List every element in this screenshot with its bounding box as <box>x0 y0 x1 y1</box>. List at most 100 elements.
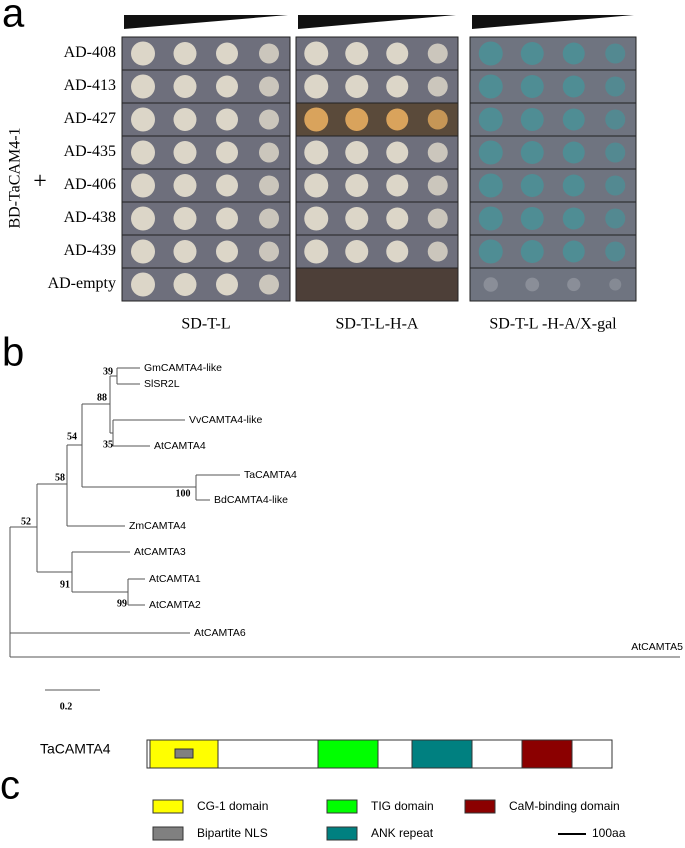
yeast-spot <box>131 41 155 66</box>
yeast-spot <box>520 75 544 98</box>
yeast-spot <box>525 277 540 292</box>
taxon-label: AtCAMTA3 <box>134 546 186 558</box>
dilution-triangle <box>124 15 288 29</box>
taxon-label: TaCAMTA4 <box>244 469 297 481</box>
domain <box>317 739 379 769</box>
yeast-spot <box>304 140 329 165</box>
yeast-spot <box>478 107 503 132</box>
yeast-spot <box>427 109 448 130</box>
yeast-spot <box>386 42 409 65</box>
plate-row <box>295 267 459 302</box>
yeast-spot <box>562 174 585 197</box>
taxon-label: AtCAMTA1 <box>149 573 201 585</box>
dilution-triangle <box>298 15 456 29</box>
taxon-label: AtCAMTA6 <box>194 627 246 639</box>
yeast-spot <box>131 74 155 99</box>
bootstrap-value: 88 <box>97 392 107 403</box>
column-label: SD-T-L <box>181 316 230 333</box>
bootstrap-value: 54 <box>67 431 77 442</box>
yeast-spot <box>259 109 279 130</box>
taxon-label: BdCAMTA4-like <box>214 494 288 506</box>
yeast-spot <box>605 241 626 262</box>
row-label: AD-408 <box>64 44 116 61</box>
yeast-spot <box>173 42 197 65</box>
yeast-spot <box>216 174 238 197</box>
domain <box>521 739 573 769</box>
yeast-spot <box>345 42 369 65</box>
yeast-spot <box>173 273 197 296</box>
yeast-spot <box>562 108 585 131</box>
yeast-spot <box>427 43 448 64</box>
yeast-spot <box>216 108 238 131</box>
row-label: AD-427 <box>64 110 116 127</box>
yeast-spot <box>345 174 369 197</box>
yeast-spot <box>173 141 197 164</box>
taxon-label: VvCAMTA4-like <box>189 414 262 426</box>
yeast-spot <box>259 43 279 64</box>
yeast-spot <box>520 42 544 65</box>
column-label: SD-T-L-H-A <box>336 316 419 333</box>
yeast-spot <box>173 75 197 98</box>
taxon-label: SlSR2L <box>144 378 180 390</box>
yeast-spot <box>427 208 448 229</box>
yeast-spot <box>520 207 544 230</box>
panel-label: c <box>0 764 20 808</box>
yeast-spot <box>216 75 238 98</box>
yeast-spot <box>609 278 622 291</box>
yeast-spot <box>304 41 329 66</box>
yeast-spot <box>173 108 197 131</box>
yeast-spot <box>131 140 155 165</box>
yeast-spot <box>259 241 279 262</box>
yeast-spot <box>427 142 448 163</box>
yeast-spot <box>386 108 409 131</box>
yeast-spot <box>345 207 369 230</box>
taxon-label: AtCAMTA5 <box>631 641 683 653</box>
yeast-spot <box>173 174 197 197</box>
yeast-spot <box>173 207 197 230</box>
yeast-spot <box>259 208 279 229</box>
taxon-label: GmCAMTA4-like <box>144 362 222 374</box>
yeast-spot <box>386 240 409 263</box>
yeast-spot <box>131 239 155 264</box>
yeast-spot <box>562 207 585 230</box>
row-label: AD-empty <box>48 275 116 292</box>
yeast-spot <box>562 240 585 263</box>
bootstrap-value: 35 <box>103 439 113 450</box>
yeast-spot <box>216 207 238 230</box>
yeast-spot <box>259 76 279 97</box>
scale-label: 0.2 <box>60 701 73 712</box>
yeast-spot <box>345 108 369 131</box>
yeast-spot <box>131 107 155 132</box>
yeast-spot <box>478 239 503 264</box>
panel-label: a <box>2 0 25 36</box>
yeast-spot <box>605 109 626 130</box>
yeast-spot <box>605 76 626 97</box>
yeast-spot <box>131 173 155 198</box>
yeast-spot <box>605 208 626 229</box>
yeast-spot <box>345 240 369 263</box>
yeast-spot <box>605 43 626 64</box>
yeast-spot <box>605 142 626 163</box>
bootstrap-value: 100 <box>176 488 191 499</box>
yeast-spot <box>520 240 544 263</box>
legend-swatch <box>326 826 358 841</box>
yeast-spot <box>562 75 585 98</box>
bootstrap-value: 91 <box>60 579 70 590</box>
yeast-spot <box>304 206 329 231</box>
yeast-spot <box>520 174 544 197</box>
yeast-spot <box>386 207 409 230</box>
yeast-spot <box>131 272 155 297</box>
yeast-spot <box>131 206 155 231</box>
yeast-spot <box>386 141 409 164</box>
legend-label: ANK repeat <box>371 826 434 840</box>
legend-swatch <box>152 826 184 841</box>
yeast-spot <box>427 76 448 97</box>
yeast-spot <box>520 108 544 131</box>
yeast-spot <box>304 107 329 132</box>
bootstrap-value: 39 <box>103 366 113 377</box>
taxon-label: AtCAMTA2 <box>149 599 201 611</box>
row-label: AD-406 <box>64 176 116 193</box>
yeast-spot <box>216 141 238 164</box>
yeast-spot <box>483 277 498 292</box>
